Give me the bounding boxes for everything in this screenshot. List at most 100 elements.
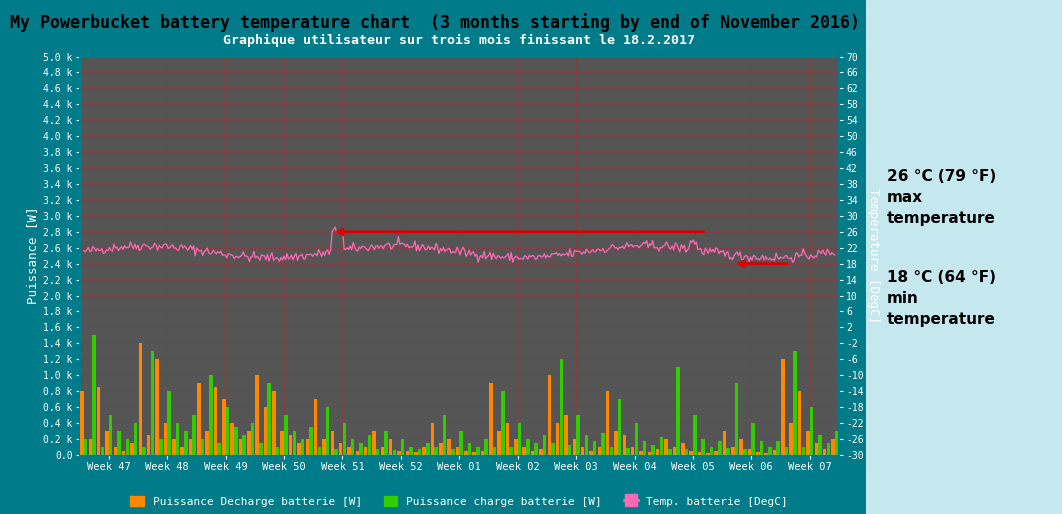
Bar [443, 415, 446, 455]
Bar [301, 439, 305, 455]
Bar [622, 435, 627, 455]
Bar [531, 451, 534, 455]
Bar [581, 447, 584, 455]
Bar [230, 423, 234, 455]
Bar [601, 433, 604, 455]
Bar [131, 443, 134, 455]
Bar [198, 383, 201, 455]
Bar [423, 447, 426, 455]
Bar [460, 431, 463, 455]
Bar [497, 431, 501, 455]
Bar [672, 447, 676, 455]
Bar [242, 435, 246, 455]
Bar [593, 440, 597, 455]
Bar [350, 439, 355, 455]
Bar [364, 447, 367, 455]
Bar [826, 443, 830, 455]
Bar [172, 439, 175, 455]
Bar [802, 447, 805, 455]
Bar [577, 415, 580, 455]
Bar [493, 447, 496, 455]
Bar [314, 399, 318, 455]
Bar [192, 415, 195, 455]
Bar [81, 391, 84, 455]
Bar [384, 431, 388, 455]
Bar [768, 447, 772, 455]
Bar [155, 359, 159, 455]
Bar [201, 439, 204, 455]
Bar [823, 449, 826, 455]
Bar [668, 449, 671, 455]
Bar [285, 415, 288, 455]
Bar [339, 443, 342, 455]
Bar [773, 450, 776, 455]
Bar [572, 439, 576, 455]
Bar [105, 431, 108, 455]
Bar [523, 447, 526, 455]
Bar [289, 435, 292, 455]
Bar [389, 439, 393, 455]
Bar [280, 431, 284, 455]
Bar [406, 451, 409, 455]
Bar [272, 391, 276, 455]
Bar [309, 427, 312, 455]
Bar [818, 435, 822, 455]
Bar [643, 440, 647, 455]
Bar [414, 452, 417, 455]
Legend: Puissance Decharge batterie [W], Puissance charge batterie [W], Temp. batterie [: Puissance Decharge batterie [W], Puissan… [126, 491, 792, 511]
Bar [776, 440, 780, 455]
Bar [222, 399, 225, 455]
Bar [701, 439, 705, 455]
Bar [835, 431, 838, 455]
Bar [92, 336, 96, 455]
Bar [88, 439, 92, 455]
Bar [793, 352, 796, 455]
Bar [451, 449, 455, 455]
Bar [297, 443, 301, 455]
Bar [251, 423, 254, 455]
Bar [614, 431, 618, 455]
Bar [142, 447, 145, 455]
Bar [631, 447, 634, 455]
Bar [175, 423, 179, 455]
Bar [490, 383, 493, 455]
Text: My Powerbucket battery temperature chart  (3 months starting by end of November : My Powerbucket battery temperature chart… [11, 13, 860, 32]
Bar [409, 447, 413, 455]
Bar [234, 427, 238, 455]
Bar [665, 439, 668, 455]
Bar [639, 451, 643, 455]
Bar [627, 448, 630, 455]
Bar [568, 445, 571, 455]
Bar [551, 443, 554, 455]
Bar [735, 383, 738, 455]
Bar [815, 443, 818, 455]
Bar [322, 439, 326, 455]
Bar [618, 399, 621, 455]
Bar [213, 387, 218, 455]
Bar [359, 443, 363, 455]
Bar [439, 443, 443, 455]
Bar [606, 391, 610, 455]
Bar [534, 443, 538, 455]
Bar [501, 391, 504, 455]
Bar [343, 423, 346, 455]
Bar [718, 440, 721, 455]
Bar [84, 439, 87, 455]
Bar [467, 443, 472, 455]
Bar [709, 447, 714, 455]
Bar [218, 443, 221, 455]
Bar [473, 452, 476, 455]
Bar [539, 449, 543, 455]
Bar [434, 447, 438, 455]
Bar [164, 423, 167, 455]
Bar [456, 447, 459, 455]
Bar [648, 452, 651, 455]
Bar [635, 423, 638, 455]
Bar [101, 447, 104, 455]
Text: 18 °C (64 °F)
min
temperature: 18 °C (64 °F) min temperature [887, 270, 996, 326]
Bar [97, 387, 101, 455]
Bar [380, 447, 384, 455]
Bar [785, 447, 788, 455]
Bar [782, 359, 785, 455]
Bar [506, 423, 510, 455]
